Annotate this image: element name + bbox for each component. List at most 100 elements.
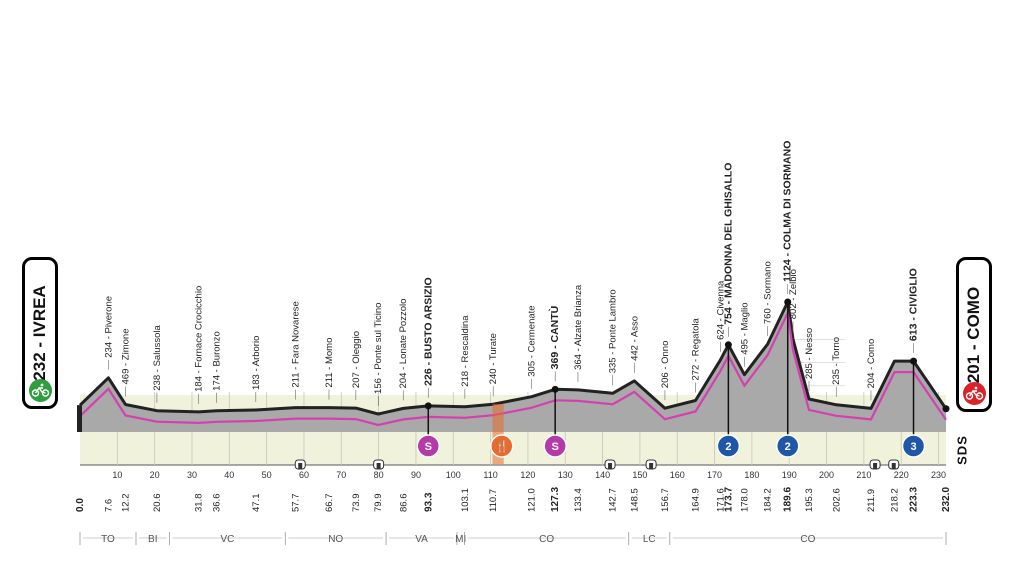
marker-dot [551, 385, 559, 393]
waypoint-label: 802 - Zelbio [788, 269, 799, 319]
km-label: 189.6 [783, 487, 794, 512]
province-label: BI [148, 534, 157, 545]
waypoint-label: 624 - Civenna [716, 280, 727, 340]
kom-marker-text: 3 [910, 441, 916, 453]
km-label: 195.3 [804, 488, 815, 512]
kom-marker-text: 2 [725, 441, 731, 453]
x-tick-label: 230 [931, 470, 946, 480]
gradient-line [79, 309, 947, 427]
feed-marker-text: 🍴 [495, 440, 509, 453]
waypoint-label: 305 - Cermenate [527, 305, 538, 376]
x-tick-label: 180 [744, 470, 759, 480]
marker-dot [784, 298, 792, 306]
start-cyclist-icon [29, 379, 52, 402]
province-label: MI [455, 534, 466, 545]
waypoint-label: 1124 - COLMA DI SORMANO [782, 141, 794, 282]
x-tick-label: 10 [112, 470, 122, 480]
waypoint-label: 442 - Asso [629, 316, 640, 361]
km-label: 47.1 [251, 494, 262, 513]
km-label: 66.7 [324, 494, 335, 513]
province-label: CO [539, 534, 554, 545]
waypoint-label: 211 - Fara Novarese [290, 301, 301, 387]
x-tick-label: 50 [262, 470, 272, 480]
x-tick-label: 200 [819, 470, 834, 480]
tunnel-icon [604, 459, 616, 470]
feed-zone-band [492, 404, 504, 464]
km-label: 232.0 [941, 487, 952, 512]
province-label: NO [328, 534, 343, 545]
waypoint-label: 469 - Zimone [121, 328, 132, 384]
province-label: CO [800, 534, 815, 545]
x-tick-label: 30 [187, 470, 197, 480]
waypoint-label: 760 - Sormano [763, 261, 774, 324]
x-tick-label: 20 [150, 470, 160, 480]
x-tick-label: 40 [224, 470, 234, 480]
km-label: 36.6 [212, 494, 223, 513]
km-label: 12.2 [121, 494, 132, 513]
waypoint-label: 206 - Onno [660, 341, 671, 389]
sprint-icon [543, 434, 567, 458]
waypoint-label: 369 - CANTÙ [548, 306, 561, 370]
tunnel-icon-arch [873, 463, 878, 469]
x-tick-label: 210 [856, 470, 871, 480]
km-label: 202.6 [831, 488, 842, 512]
km-label: 178.0 [739, 488, 750, 512]
waypoint-label: 495 - Maglio [739, 302, 750, 354]
waypoint-label: 240 - Turate [488, 333, 499, 384]
waypoint-label: 211 - Momo [324, 338, 335, 388]
waypoint-label: 204 - Como [866, 339, 877, 389]
start-wall [77, 405, 82, 432]
km-label: 148.5 [629, 488, 640, 512]
km-label: 127.3 [550, 487, 561, 512]
km-label: 164.9 [691, 488, 702, 512]
km-label: 121.0 [527, 488, 538, 512]
province-label: LC [643, 534, 656, 545]
km-label: 133.4 [573, 488, 584, 512]
x-tick-label: 100 [446, 470, 461, 480]
km-label: 79.9 [373, 494, 384, 513]
km-label: 57.7 [290, 494, 301, 513]
province-label: VC [220, 534, 234, 545]
km-label: 20.6 [152, 494, 163, 513]
waypoint-label: 156 - Ponte sul Ticino [373, 303, 384, 394]
profile-top-line [78, 300, 948, 416]
kom-icon [901, 434, 926, 458]
kom-marker-text: 2 [785, 441, 791, 453]
x-tick-label: 90 [411, 470, 421, 480]
finish-name: 201 - COMO [964, 286, 983, 383]
waypoint-label: 184 - Fornace Crocicchio [194, 286, 205, 392]
waypoint-label: 226 - BUSTO ARSIZIO [422, 277, 434, 386]
tunnel-icon [294, 459, 306, 470]
profile-area [80, 302, 946, 432]
marker-dot [424, 402, 432, 410]
start-badge: 232 - IVREA [22, 257, 58, 409]
tunnel-icon [869, 459, 881, 470]
x-tick-label: 70 [336, 470, 346, 480]
waypoint-label: 238 - Salussola [152, 325, 163, 391]
waypoint-label: 207 - Oleggio [351, 331, 362, 388]
tunnel-icon [373, 459, 385, 470]
province-label: VA [415, 534, 428, 545]
waypoint-label: 174 - Buronzo [212, 331, 223, 391]
sprint-marker-text: S [425, 441, 432, 453]
x-tick-label: 130 [558, 470, 573, 480]
km-label: 211.9 [866, 489, 877, 512]
km-label: 93.3 [423, 492, 434, 512]
km-label: 223.3 [909, 487, 920, 512]
waypoint-label: 235 - Torno [831, 337, 842, 385]
waypoint-label: 204 - Lonate Pozzolo [398, 299, 409, 389]
km-label: 31.8 [194, 494, 205, 513]
km-label: 156.7 [660, 488, 671, 512]
km-label: 171.6 [716, 488, 727, 512]
waypoint-label: 335 - Ponte Lambro [608, 289, 619, 373]
km-label: 86.6 [398, 494, 409, 513]
tunnel-icon-arch [608, 463, 613, 469]
marker-dot [724, 341, 732, 349]
tunnel-icon-arch [376, 463, 381, 469]
km-label: 173.7 [723, 487, 734, 512]
start-name: 232 - IVREA [30, 285, 49, 381]
x-tick-label: 110 [483, 470, 497, 480]
waypoint-label: 613 - CIVIGLIO [908, 268, 920, 341]
finish-cyclist-icon [963, 382, 986, 405]
